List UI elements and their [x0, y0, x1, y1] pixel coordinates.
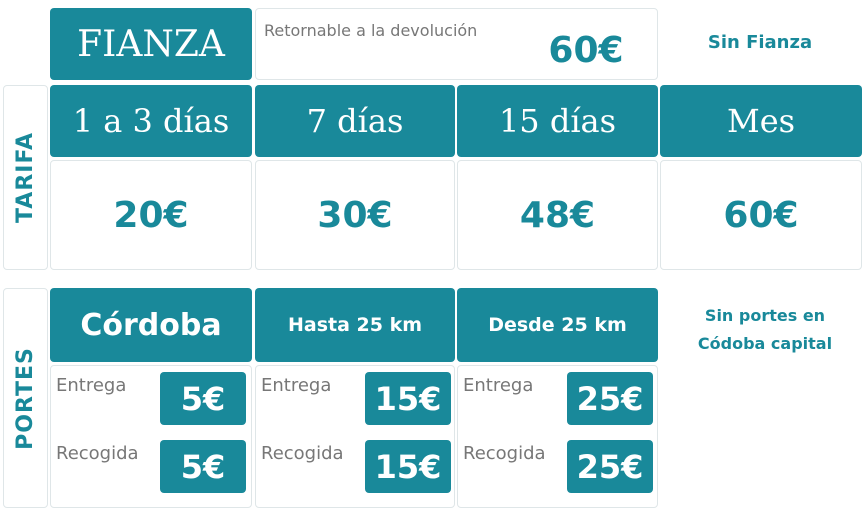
row-label: Recogida	[56, 443, 139, 464]
period-price: 60€	[660, 160, 862, 270]
shipping-label: PORTES	[3, 288, 48, 508]
rate-label: TARIFA	[3, 85, 48, 270]
row-price: 5€	[160, 440, 246, 493]
row-price: 15€	[365, 372, 451, 425]
period-header: 7 días	[255, 85, 455, 157]
period-price: 48€	[457, 160, 658, 270]
period-header: 15 días	[457, 85, 658, 157]
deposit-card: Retornable a la devolución 60€	[255, 8, 658, 80]
row-label: Recogida	[261, 443, 344, 464]
deposit-amount: 60€	[548, 29, 624, 71]
zone-header: Córdoba	[50, 288, 252, 362]
zone-header: Desde 25 km	[457, 288, 658, 362]
period-price: 20€	[50, 160, 252, 270]
period-header: 1 a 3 días	[50, 85, 252, 157]
no-deposit-note: Sin Fianza	[707, 32, 813, 53]
row-label: Entrega	[261, 375, 332, 396]
row-price: 25€	[567, 440, 653, 493]
zone-header: Hasta 25 km	[255, 288, 455, 362]
row-price: 15€	[365, 440, 451, 493]
period-price: 30€	[255, 160, 455, 270]
row-price: 25€	[567, 372, 653, 425]
row-label: Entrega	[463, 375, 534, 396]
deposit-title: FIANZA	[50, 8, 252, 80]
shipping-note: Sin portes en Códoba capital	[697, 306, 833, 353]
deposit-note: Retornable a la devolución	[264, 21, 478, 40]
period-header: Mes	[660, 85, 862, 157]
row-label: Recogida	[463, 443, 546, 464]
rate-label-text: TARIFA	[13, 132, 39, 223]
shipping-label-text: PORTES	[13, 346, 39, 450]
row-price: 5€	[160, 372, 246, 425]
row-label: Entrega	[56, 375, 127, 396]
